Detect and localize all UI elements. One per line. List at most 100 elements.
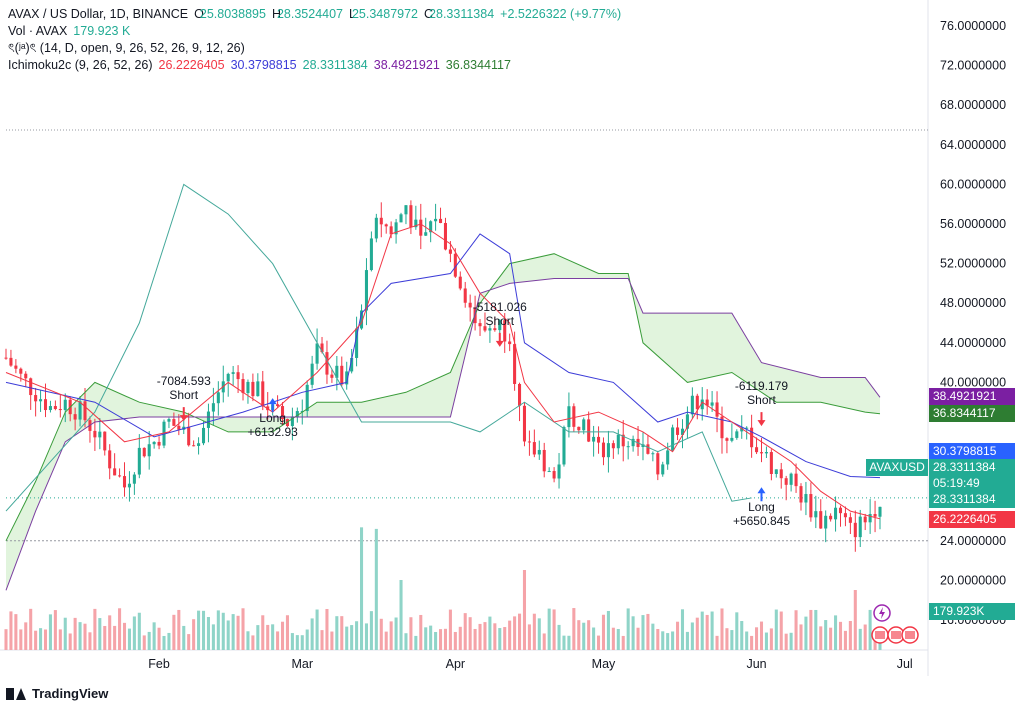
candle-body xyxy=(458,276,462,289)
volume-bar xyxy=(508,620,512,650)
candle-body xyxy=(557,464,561,479)
volume-bar xyxy=(656,628,660,650)
volume-bar xyxy=(453,631,457,650)
candle-body xyxy=(39,399,43,402)
candle-body xyxy=(488,328,492,331)
y-tick-label-9: 40.0000000 xyxy=(940,375,1006,389)
volume-bar xyxy=(740,621,744,650)
volume-bar xyxy=(725,628,729,650)
volume-bar xyxy=(290,633,294,650)
candle-body xyxy=(755,447,759,453)
candle-body xyxy=(848,517,852,523)
volume-bar xyxy=(750,635,754,650)
candle-body xyxy=(108,450,112,469)
volume-bar xyxy=(152,622,156,650)
volume-bar xyxy=(764,632,768,650)
signal-label-1: Long xyxy=(259,411,286,425)
signal-value-3: -6119.179 xyxy=(735,379,788,393)
volume-bar xyxy=(597,635,601,650)
volume-bar xyxy=(404,633,408,650)
senkou-span-a-line xyxy=(5,253,881,542)
volume-bar xyxy=(784,633,788,650)
volume-label[interactable]: Vol · AVAX xyxy=(8,24,68,38)
senkou-span-b-line xyxy=(5,277,881,591)
strategy-label[interactable]: ৎ(ʲᵃ)ৎ (14, D, open, 9, 26, 52, 26, 9, 1… xyxy=(8,41,245,55)
candle-body xyxy=(651,453,655,455)
signal-value-4: +5650.845 xyxy=(733,514,790,528)
volume-bar xyxy=(690,622,694,650)
price-tag-countdown: 05:19:49 xyxy=(929,475,1015,492)
volume-bar xyxy=(537,618,541,650)
flag-glyph-icon xyxy=(905,631,915,639)
volume-bar xyxy=(636,627,640,650)
volume-bar xyxy=(848,620,852,650)
volume-bar xyxy=(192,619,196,650)
candle-body xyxy=(601,442,606,458)
volume-bar xyxy=(73,617,77,650)
candle-body xyxy=(424,232,428,236)
volume-bar xyxy=(419,614,423,650)
volume-bar xyxy=(666,633,670,650)
volume-bar xyxy=(93,608,97,650)
volume-bar xyxy=(266,624,270,650)
volume-bar xyxy=(557,624,561,650)
candle-body xyxy=(680,428,685,435)
volume-bar xyxy=(562,635,566,650)
candle-body xyxy=(167,419,171,422)
volume-bar xyxy=(172,614,176,650)
volume-bar xyxy=(236,615,240,650)
candle-body xyxy=(192,445,196,447)
candle-body xyxy=(4,357,8,359)
ichimoku-label[interactable]: Ichimoku2c (9, 26, 52, 26) xyxy=(8,58,153,72)
volume-bar xyxy=(429,625,433,650)
volume-value: 179.923 K xyxy=(73,24,131,38)
candle-body xyxy=(43,399,48,411)
tenkan-sen-line xyxy=(5,223,881,520)
candle-body xyxy=(671,427,675,451)
candle-body xyxy=(572,406,576,427)
candle-body xyxy=(211,403,215,412)
volume-bar xyxy=(330,631,334,650)
volume-bar xyxy=(29,608,33,650)
volume-bar xyxy=(676,621,680,650)
candle-body xyxy=(621,434,625,447)
open-value: 25.8038895 xyxy=(199,7,266,21)
volume-bar xyxy=(735,612,739,650)
candle-body xyxy=(127,483,131,488)
volume-bar xyxy=(389,621,393,650)
volume-bar xyxy=(211,624,215,650)
candle-body xyxy=(814,511,818,518)
flag-glyph-icon xyxy=(891,631,901,639)
volume-bar xyxy=(14,614,18,650)
y-tick-label-3: 64.0000000 xyxy=(940,138,1006,152)
volume-bar xyxy=(705,614,709,650)
volume-bar xyxy=(488,616,492,650)
volume-bar xyxy=(473,628,477,650)
change-value: +2.5226322 (+9.77%) xyxy=(500,7,622,21)
volume-bar xyxy=(769,628,773,650)
signal-value-0: -7084.593 xyxy=(157,374,211,388)
candle-body xyxy=(513,344,517,384)
candle-body xyxy=(261,381,265,407)
candle-body xyxy=(443,222,447,250)
volume-bar xyxy=(58,629,62,650)
tradingview-brand[interactable]: TradingView xyxy=(6,686,108,701)
volume-bar xyxy=(567,635,571,650)
symbol-title[interactable]: AVAX / US Dollar, 1D, BINANCE xyxy=(8,7,189,21)
ichimoku-value-span-b: 38.4921921 xyxy=(373,58,440,72)
volume-bar xyxy=(745,631,749,650)
candle-body xyxy=(690,395,694,415)
volume-bar xyxy=(261,615,265,650)
candle-body xyxy=(177,425,181,430)
chart-legend: AVAX / US Dollar, 1D, BINANCE O25.803889… xyxy=(8,6,621,74)
candle-body xyxy=(592,436,596,442)
volume-bar xyxy=(730,630,734,650)
candle-body xyxy=(78,401,82,420)
price-tag-lagging: 28.3311384 xyxy=(929,491,1015,508)
candle-body xyxy=(685,414,689,429)
volume-bar xyxy=(108,615,112,650)
candle-body xyxy=(843,513,847,518)
candle-body xyxy=(824,515,828,529)
volume-bar xyxy=(345,626,349,650)
